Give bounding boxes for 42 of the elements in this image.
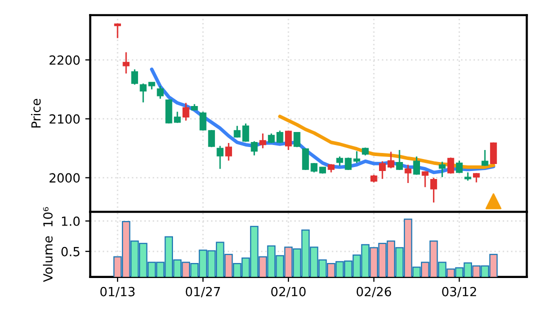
candlestick (225, 142, 232, 162)
candlestick (182, 102, 190, 122)
y-tick-label: 1.0 (62, 216, 80, 226)
y-axis-title: Volume 10⁶ (42, 207, 53, 282)
candlestick (413, 156, 420, 176)
candlestick (336, 156, 344, 167)
candlestick (285, 130, 292, 151)
x-tick-label: 01/13 (100, 286, 135, 298)
y-tick-label: 2200 (50, 55, 80, 65)
candlestick (259, 132, 266, 149)
candlestick (422, 170, 429, 188)
y-tick-label: 0.5 (61, 246, 80, 256)
candlestick (294, 132, 300, 148)
candlestick (456, 160, 463, 174)
candlestick (404, 164, 412, 184)
candlestick (438, 161, 446, 178)
candlestick (242, 122, 250, 142)
candlestick (140, 82, 147, 104)
candlestick (216, 145, 224, 170)
candlestick (430, 177, 438, 204)
y-tick-label: 2000 (50, 173, 80, 183)
x-tick-label: 03/12 (442, 286, 476, 298)
y-tick-label: 2100 (50, 114, 80, 124)
candlestick (131, 68, 138, 86)
line-series (150, 68, 496, 174)
y-axis-title: Price (31, 98, 41, 128)
candlestick (250, 140, 258, 156)
candlestick (122, 52, 130, 74)
candlestick (344, 156, 352, 171)
candlestick (396, 149, 403, 171)
candlestick (268, 132, 275, 144)
x-tick-label: 02/10 (271, 286, 306, 298)
candlestick (156, 85, 164, 100)
candlestick (114, 22, 121, 39)
candlestick (447, 156, 454, 174)
candlestick (472, 172, 480, 184)
x-tick-label: 01/27 (186, 286, 220, 298)
candlestick (482, 149, 488, 167)
x-tick-label: 02/26 (356, 286, 392, 298)
candlestick (276, 130, 284, 144)
candlestick (353, 150, 360, 164)
candlestick (174, 111, 181, 124)
